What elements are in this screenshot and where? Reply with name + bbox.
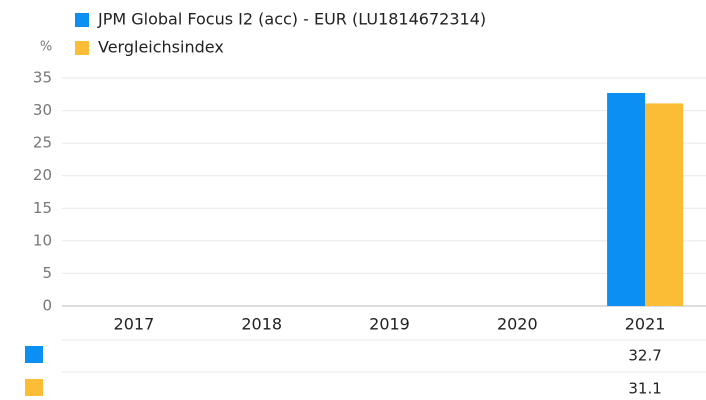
table-value: 31.1: [628, 380, 661, 398]
x-tick-label: 2017: [114, 315, 155, 334]
x-tick-label: 2018: [241, 315, 282, 334]
table-value: 32.7: [628, 347, 661, 365]
table-swatch: [25, 346, 43, 363]
table-swatch: [25, 379, 43, 396]
x-tick-label: 2019: [369, 315, 410, 334]
y-tick-label: 20: [33, 166, 52, 184]
y-tick-label: 35: [33, 69, 52, 87]
x-tick-label: 2021: [625, 315, 666, 334]
legend-swatch: [75, 41, 89, 55]
y-tick-label: 0: [42, 297, 52, 315]
legend-label: Vergleichsindex: [98, 38, 224, 57]
y-tick-label: 25: [33, 134, 52, 152]
legend-swatch: [75, 13, 89, 27]
legend-label: JPM Global Focus I2 (acc) - EUR (LU18146…: [97, 10, 486, 29]
y-tick-label: 5: [42, 264, 52, 282]
y-tick-label: 15: [33, 199, 52, 217]
y-tick-label: 10: [33, 231, 52, 249]
bar: [607, 92, 646, 307]
y-axis-label: %: [40, 40, 52, 55]
y-tick-label: 30: [33, 101, 52, 119]
bar: [645, 103, 684, 306]
x-tick-label: 2020: [497, 315, 538, 334]
